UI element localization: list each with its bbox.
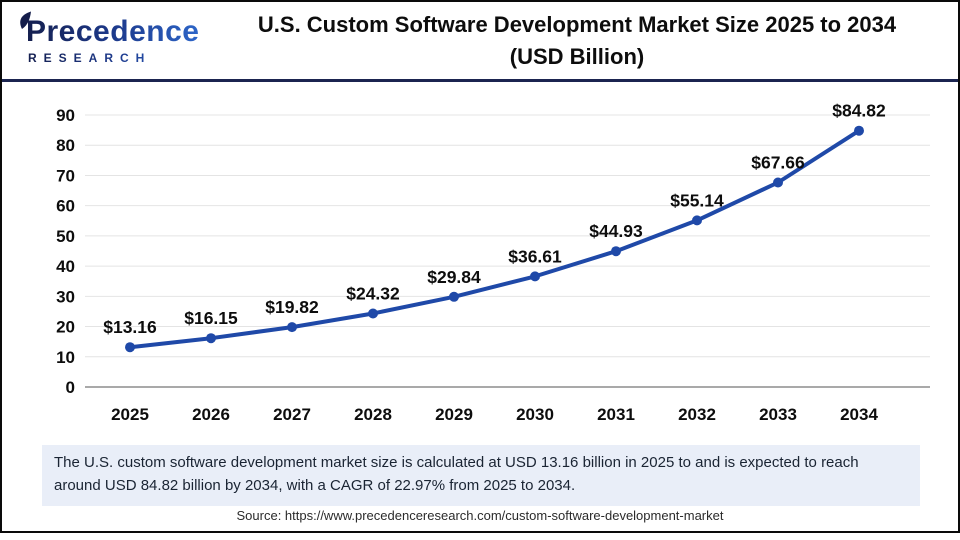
svg-text:2034: 2034 <box>840 405 878 424</box>
svg-text:40: 40 <box>56 257 75 276</box>
svg-text:$36.61: $36.61 <box>508 246 562 266</box>
svg-text:60: 60 <box>56 197 75 216</box>
svg-text:2027: 2027 <box>273 405 311 424</box>
svg-text:10: 10 <box>56 348 75 367</box>
logo-wordmark: Precedence <box>20 16 210 47</box>
svg-text:50: 50 <box>56 227 75 246</box>
svg-text:$16.15: $16.15 <box>184 308 238 328</box>
svg-text:2031: 2031 <box>597 405 635 424</box>
chart-area: 0 10 20 30 40 50 60 70 80 90 2025 2026 2027 2028 2029 2… <box>2 86 958 438</box>
svg-text:$24.32: $24.32 <box>346 284 400 304</box>
svg-text:$19.82: $19.82 <box>265 297 319 317</box>
summary-note-text: The U.S. custom software development mar… <box>54 454 859 494</box>
svg-text:0: 0 <box>66 378 75 397</box>
svg-text:90: 90 <box>56 106 75 125</box>
header: Precedence RESEARCH U.S. Custom Software… <box>2 2 958 82</box>
leaf-icon <box>18 11 33 35</box>
svg-text:20: 20 <box>56 318 75 337</box>
svg-text:2025: 2025 <box>111 405 149 424</box>
page-title: U.S. Custom Software Development Market … <box>210 9 958 73</box>
logo-subtitle: RESEARCH <box>20 51 210 65</box>
svg-text:$13.16: $13.16 <box>103 317 157 337</box>
svg-text:$55.14: $55.14 <box>670 190 724 210</box>
svg-text:30: 30 <box>56 287 75 306</box>
svg-text:2026: 2026 <box>192 405 230 424</box>
svg-text:70: 70 <box>56 166 75 185</box>
page-title-line1: U.S. Custom Software Development Market … <box>257 11 897 37</box>
svg-text:2028: 2028 <box>354 405 392 424</box>
page-title-line2: (USD Billion) <box>509 43 645 69</box>
svg-text:2032: 2032 <box>678 405 716 424</box>
precedence-logo: Precedence RESEARCH <box>20 11 210 65</box>
svg-text:2033: 2033 <box>759 405 797 424</box>
svg-text:2030: 2030 <box>516 405 554 424</box>
svg-text:80: 80 <box>56 136 75 155</box>
summary-note: The U.S. custom software development mar… <box>42 445 920 506</box>
svg-text:2029: 2029 <box>435 405 473 424</box>
svg-text:$29.84: $29.84 <box>427 267 481 287</box>
svg-text:$84.82: $84.82 <box>832 101 886 121</box>
source-link[interactable]: Source: https://www.precedenceresearch.c… <box>236 508 724 523</box>
svg-text:$67.66: $67.66 <box>751 153 805 173</box>
svg-text:$44.93: $44.93 <box>589 221 643 241</box>
